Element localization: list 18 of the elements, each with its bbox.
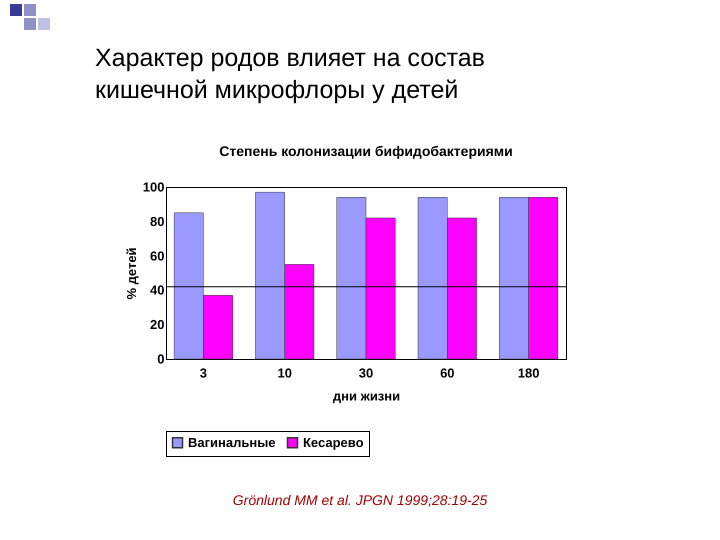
y-tick-label: 80 — [150, 214, 164, 229]
y-tick-label: 0 — [157, 352, 164, 366]
x-tick-label: 10 — [277, 366, 292, 380]
y-tick-label: 60 — [150, 248, 164, 264]
chart-subtitle: Степень колонизации бифидобактериями — [219, 143, 513, 159]
x-tick-label: 60 — [440, 366, 455, 380]
y-tick-label: 100 — [142, 180, 164, 194]
text: Grönlund MM et al. JPGN 1999;28:19-25 — [232, 492, 488, 508]
chart-title: Характер родов влияет на состав кишечной микрофлоры у детей — [95, 43, 486, 106]
y-tick-label: 40 — [150, 282, 164, 298]
x-tick-label: 180 — [518, 366, 540, 380]
x-tick-label: 30 — [358, 366, 374, 380]
legend-label: Кесарево — [303, 434, 364, 450]
y-tick-label: 20 — [150, 317, 164, 332]
y-axis-title: % детей — [124, 247, 139, 300]
x-axis-title: дни жизни — [332, 388, 400, 404]
x-tick-label: 3 — [200, 366, 208, 380]
legend-label: Вагинальные — [188, 434, 276, 450]
